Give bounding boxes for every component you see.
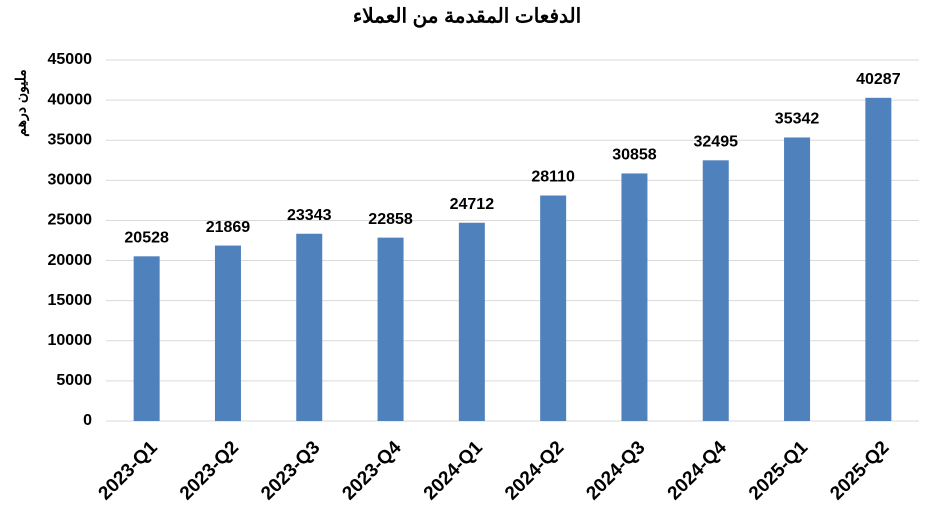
- data-label: 20528: [124, 230, 169, 247]
- x-tick-label: 2024-Q1: [420, 437, 487, 504]
- bar: [540, 195, 567, 421]
- x-tick-label: 2023-Q4: [338, 437, 405, 504]
- data-label: 22858: [368, 211, 413, 228]
- y-tick-label: 5000: [56, 372, 92, 389]
- x-tick-label: 2023-Q2: [176, 437, 243, 504]
- x-tick-label: 2025-Q1: [745, 437, 812, 504]
- x-tick-label: 2023-Q1: [95, 437, 162, 504]
- data-label: 30858: [612, 147, 657, 164]
- y-tick-label: 35000: [48, 131, 93, 148]
- y-tick-label: 10000: [48, 332, 93, 349]
- data-label: 23343: [287, 207, 332, 224]
- data-label: 21869: [206, 219, 251, 236]
- bar: [621, 173, 648, 421]
- x-tick-label: 2024-Q2: [501, 437, 568, 504]
- y-tick-label: 15000: [48, 292, 93, 309]
- bar: [784, 137, 811, 421]
- data-label: 24712: [450, 196, 495, 213]
- y-tick-label: 40000: [48, 91, 93, 108]
- bar: [702, 160, 729, 422]
- bar: [458, 222, 485, 421]
- chart-title: الدفعات المقدمة من العملاء: [353, 5, 581, 28]
- data-label: 35342: [775, 111, 820, 128]
- y-tick-label: 45000: [48, 51, 93, 68]
- x-tick-label: 2025-Q2: [826, 437, 893, 504]
- y-tick-label: 30000: [48, 172, 93, 189]
- y-tick-label: 25000: [48, 212, 93, 229]
- bar: [214, 245, 241, 421]
- bar: [133, 256, 160, 421]
- y-axis-label: مليون درهم: [13, 69, 30, 136]
- bar: [377, 237, 404, 421]
- y-tick-label: 20000: [48, 252, 93, 269]
- data-label: 32495: [694, 134, 739, 151]
- bar: [865, 97, 892, 422]
- x-tick-label: 2023-Q3: [257, 437, 324, 504]
- x-tick-label: 2024-Q3: [582, 437, 649, 504]
- x-tick-label: 2024-Q4: [664, 437, 731, 504]
- data-label: 40287: [856, 71, 901, 88]
- data-label: 28110: [531, 169, 575, 186]
- bar: [296, 233, 323, 421]
- y-tick-label: 0: [83, 412, 92, 429]
